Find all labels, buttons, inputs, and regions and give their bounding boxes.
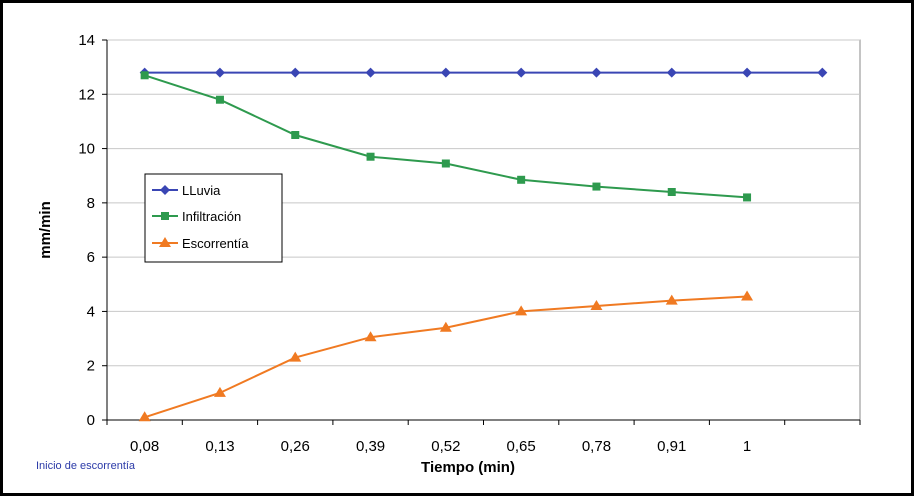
x-tick-label: 0,39: [356, 438, 385, 455]
data-point-2: [590, 300, 603, 310]
legend-label-2: Escorrentía: [182, 236, 249, 251]
y-tick-label: 2: [87, 358, 95, 375]
data-point-1: [366, 152, 375, 161]
data-point-2: [289, 351, 302, 362]
data-point-1: [215, 95, 224, 104]
data-point-2: [138, 411, 151, 422]
data-point-1: [291, 131, 300, 139]
legend-marker-1: [161, 212, 169, 220]
x-tick-label: 0,52: [431, 438, 460, 455]
y-tick-label: 14: [78, 32, 95, 49]
data-point-0: [516, 67, 527, 78]
x-tick-label: 0,65: [507, 438, 536, 455]
x-tick-labels: 0,08 0,13 0,26 0,39 0,52 0,65 0,78 0,91 1: [106, 420, 861, 455]
legend: LLuvia Infiltración Escorrentía: [144, 173, 283, 263]
series-layer: [138, 67, 828, 422]
data-point-0: [742, 67, 753, 78]
legend-label-1: Infiltración: [182, 209, 241, 224]
y-tick-label: 4: [87, 303, 95, 320]
data-point-2: [213, 386, 226, 397]
y-tick-label: 0: [87, 412, 95, 429]
data-point-1: [667, 188, 676, 196]
x-tick-label: 0,08: [130, 438, 159, 455]
data-point-0: [817, 67, 828, 78]
data-point-1: [140, 71, 149, 80]
data-point-1: [517, 175, 526, 184]
data-point-1: [441, 159, 450, 168]
legend-marker-2: [159, 237, 171, 247]
data-point-1: [743, 193, 752, 202]
x-tick-label: 0,13: [205, 438, 234, 455]
data-point-2: [364, 331, 377, 342]
y-tick-label: 12: [78, 86, 95, 103]
data-point-0: [365, 67, 376, 78]
data-point-0: [591, 67, 602, 78]
x-axis-title: Tiempo (min): [421, 459, 515, 476]
runoff-start-note: Inicio de escorrentía: [36, 460, 136, 472]
data-point-0: [290, 67, 301, 78]
y-tick-label: 10: [78, 141, 95, 158]
y-axis-title: mm/min: [37, 201, 54, 259]
x-tick-label: 0,91: [657, 438, 686, 455]
x-tick-label: 0,26: [281, 438, 310, 455]
y-tick-label: 8: [87, 195, 95, 212]
data-point-1: [592, 182, 601, 191]
x-tick-label: 0,78: [582, 438, 611, 455]
data-point-0: [666, 67, 677, 78]
data-point-2: [741, 290, 754, 301]
data-point-0: [214, 67, 225, 78]
legend-label-0: LLuvia: [182, 183, 221, 198]
data-point-0: [440, 67, 451, 78]
y-tick-label: 6: [87, 249, 95, 266]
data-point-2: [665, 294, 678, 305]
data-point-2: [439, 321, 452, 332]
data-point-2: [515, 305, 528, 316]
x-tick-label: 1: [743, 438, 751, 455]
y-tick-labels: 0 2 4 6 8 10 12 14: [78, 32, 95, 429]
legend-marker-0: [160, 185, 170, 195]
